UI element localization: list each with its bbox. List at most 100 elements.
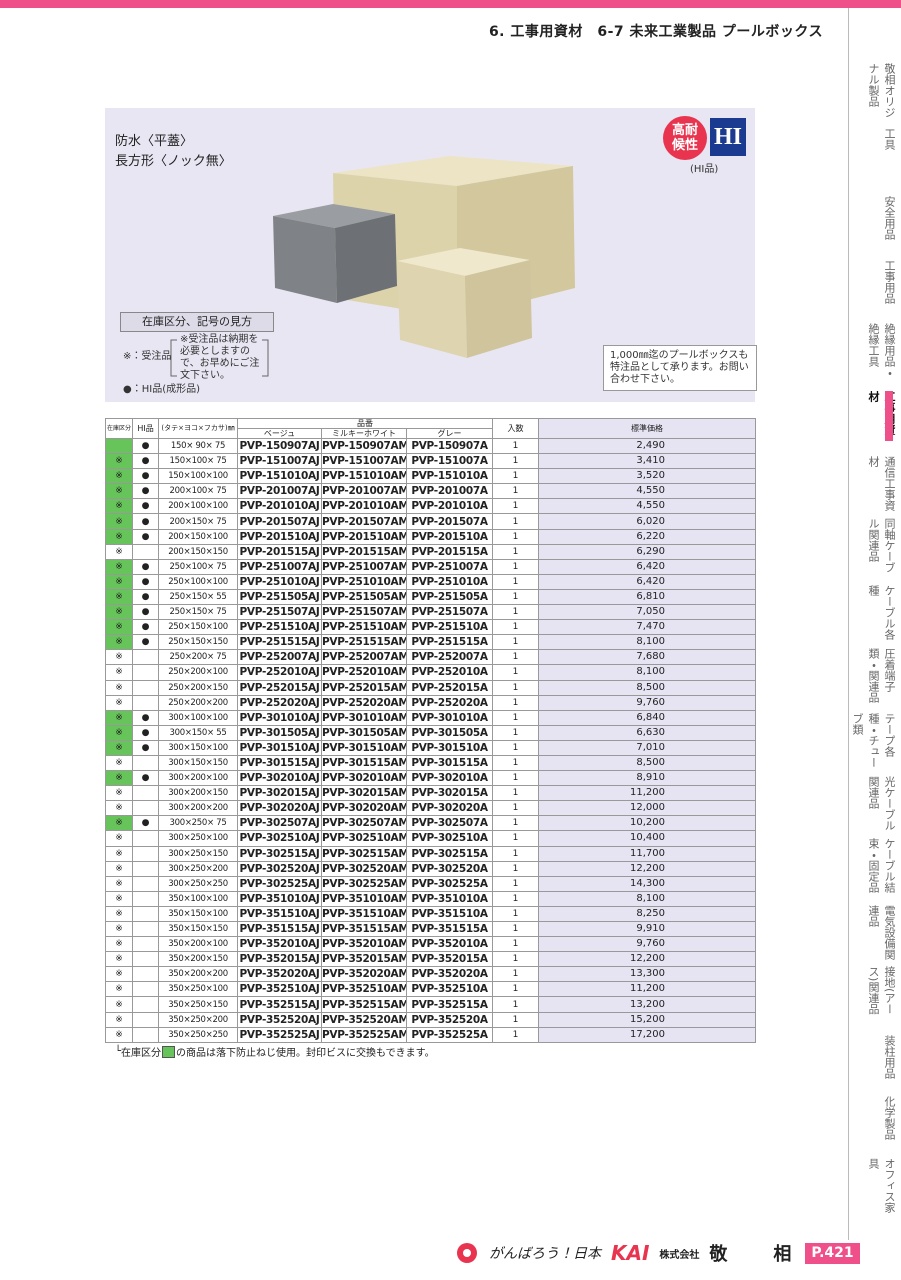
table-cell: 250×200×200 — [158, 694, 238, 711]
table-cell — [132, 543, 159, 560]
table-cell: 1 — [492, 996, 540, 1013]
table-cell: 1 — [492, 890, 540, 907]
table-cell: PVP-251505AJ — [237, 588, 322, 606]
table-cell: ● — [132, 453, 159, 470]
footnote: └ 在庫区分 の商品は落下防止ねじ使用。封印ビスに交換もできます。 — [115, 1044, 435, 1059]
table-cell: 1 — [492, 875, 540, 892]
table-cell: PVP-201007AM — [321, 483, 407, 500]
table-cell: PVP-252010AJ — [237, 664, 322, 681]
table-cell: ※ — [105, 634, 133, 651]
table-cell: PVP-351510AM — [321, 905, 407, 923]
table-cell: ※ — [105, 920, 133, 938]
table-cell: ● — [132, 513, 159, 530]
table-cell: PVP-302515AM — [321, 845, 407, 862]
table-cell: 6,420 — [538, 573, 757, 590]
table-cell: PVP-251507A — [405, 604, 494, 621]
table-cell: 150×100× 75 — [158, 453, 238, 470]
table-cell: PVP-150907AJ — [237, 437, 322, 455]
sidebar-item: 敬相オリジナル製品 — [867, 63, 896, 118]
table-cell: 8,100 — [538, 634, 757, 651]
table-cell: 1 — [492, 830, 540, 847]
table-cell: ※ — [105, 770, 133, 787]
table-cell: ※ — [105, 543, 133, 560]
table-cell: 8,100 — [538, 664, 757, 681]
table-cell: ● — [132, 634, 159, 651]
header-cell: ミルキーホワイト — [321, 428, 407, 439]
product-table: 在庫区分 HI品 (タテ×ヨコ×フカサ)㎜ 品番 入数 標準価格 ベージュ ミル… — [105, 418, 757, 1043]
table-cell: PVP-352010AJ — [237, 936, 322, 953]
table-cell: 1 — [492, 815, 540, 832]
table-cell: 200×150×100 — [158, 528, 238, 545]
table-cell — [132, 649, 159, 666]
table-row: ※ 250×200× 75 PVP-252007AJ PVP-252007AM PVP-… — [105, 649, 757, 666]
table-cell: PVP-302010AM — [321, 770, 407, 787]
table-row: ※ ● 250×150× 75 PVP-251507AJ PVP-251507AM PVP… — [105, 604, 757, 621]
table-cell: ● — [132, 724, 159, 741]
table-cell: PVP-351010AM — [321, 890, 407, 907]
table-cell: ● — [132, 588, 159, 606]
table-cell — [132, 860, 159, 877]
table-cell: PVP-301510AM — [321, 739, 407, 756]
table-cell: ● — [132, 468, 159, 485]
table-cell: 250×200×100 — [158, 664, 238, 681]
table-cell: PVP-352015AJ — [237, 951, 322, 968]
table-cell — [132, 905, 159, 923]
table-cell: PVP-302525AJ — [237, 875, 322, 892]
table-cell: PVP-302525AM — [321, 875, 407, 892]
table-cell: 1 — [492, 694, 540, 711]
table-cell: PVP-302015AM — [321, 785, 407, 802]
table-cell: 1 — [492, 1026, 540, 1043]
table-cell: PVP-352510A — [405, 981, 494, 998]
table-cell: 1 — [492, 543, 540, 560]
table-row: ※ 300×150×150 PVP-301515AJ PVP-301515AM PVP-… — [105, 754, 757, 772]
table-cell: PVP-301515A — [405, 754, 494, 772]
table-cell: ● — [132, 619, 159, 636]
table-cell: ※ — [105, 468, 133, 485]
sidebar-item: 化学製品 — [883, 1096, 896, 1140]
table-cell: PVP-252007A — [405, 649, 494, 666]
table-cell: PVP-352020A — [405, 966, 494, 983]
table-cell: ● — [132, 437, 159, 455]
table-cell: PVP-251515AJ — [237, 634, 322, 651]
table-cell: 6,290 — [538, 543, 757, 560]
table-cell: PVP-151010AJ — [237, 468, 322, 485]
table-cell: 1 — [492, 513, 540, 530]
table-cell: 15,200 — [538, 1011, 757, 1028]
footer: がんばろう！日本 KAI 株式会社 敬 相 — [455, 1238, 805, 1268]
header-cell: グレー — [405, 428, 494, 439]
table-cell: PVP-251007AJ — [237, 558, 322, 575]
table-cell: 1 — [492, 951, 540, 968]
sidebar-item: 圧着端子類・関連品 — [867, 648, 896, 703]
table-cell: ※ — [105, 815, 133, 832]
table-cell: PVP-251007AM — [321, 558, 407, 575]
table-cell: PVP-302010A — [405, 770, 494, 787]
table-cell: 7,680 — [538, 649, 757, 666]
table-cell: PVP-352525A — [405, 1026, 494, 1043]
table-cell: ※ — [105, 830, 133, 847]
table-row: ※ 350×250×100 PVP-352510AJ PVP-352510AM PVP-… — [105, 981, 757, 998]
table-cell: ※ — [105, 845, 133, 862]
header-cell: 在庫区分 — [105, 418, 133, 439]
table-cell: PVP-301510AJ — [237, 739, 322, 756]
table-cell: PVP-151007A — [405, 453, 494, 470]
sidebar-item: 接地(アース)関連品 — [867, 966, 896, 1015]
table-cell — [132, 800, 159, 817]
table-row: ※ 350×250×200 PVP-352520AJ PVP-352520AM PVP-… — [105, 1011, 757, 1028]
table-cell: PVP-251510A — [405, 619, 494, 636]
table-cell: ※ — [105, 649, 133, 666]
table-cell: 8,100 — [538, 890, 757, 907]
table-row: ※ ● 300×150×100 PVP-301510AJ PVP-301510AM PVP… — [105, 739, 757, 756]
active-marker — [885, 391, 893, 441]
table-cell — [132, 981, 159, 998]
table-cell: 250×200×150 — [158, 679, 238, 696]
table-cell: 1 — [492, 483, 540, 500]
table-cell: 1 — [492, 453, 540, 470]
table-row: ※ ● 150×100× 75 PVP-151007AJ PVP-151007AM PVP… — [105, 453, 757, 470]
table-cell: PVP-302510AJ — [237, 830, 322, 847]
table-cell: 7,470 — [538, 619, 757, 636]
table-cell: ● — [132, 483, 159, 500]
table-cell: 1 — [492, 905, 540, 923]
sidebar-item: 工具 — [883, 128, 896, 150]
table-body: ● 150× 90× 75 PVP-150907AJ PVP-150907AM PVP-… — [105, 437, 757, 1043]
table-cell — [132, 845, 159, 862]
